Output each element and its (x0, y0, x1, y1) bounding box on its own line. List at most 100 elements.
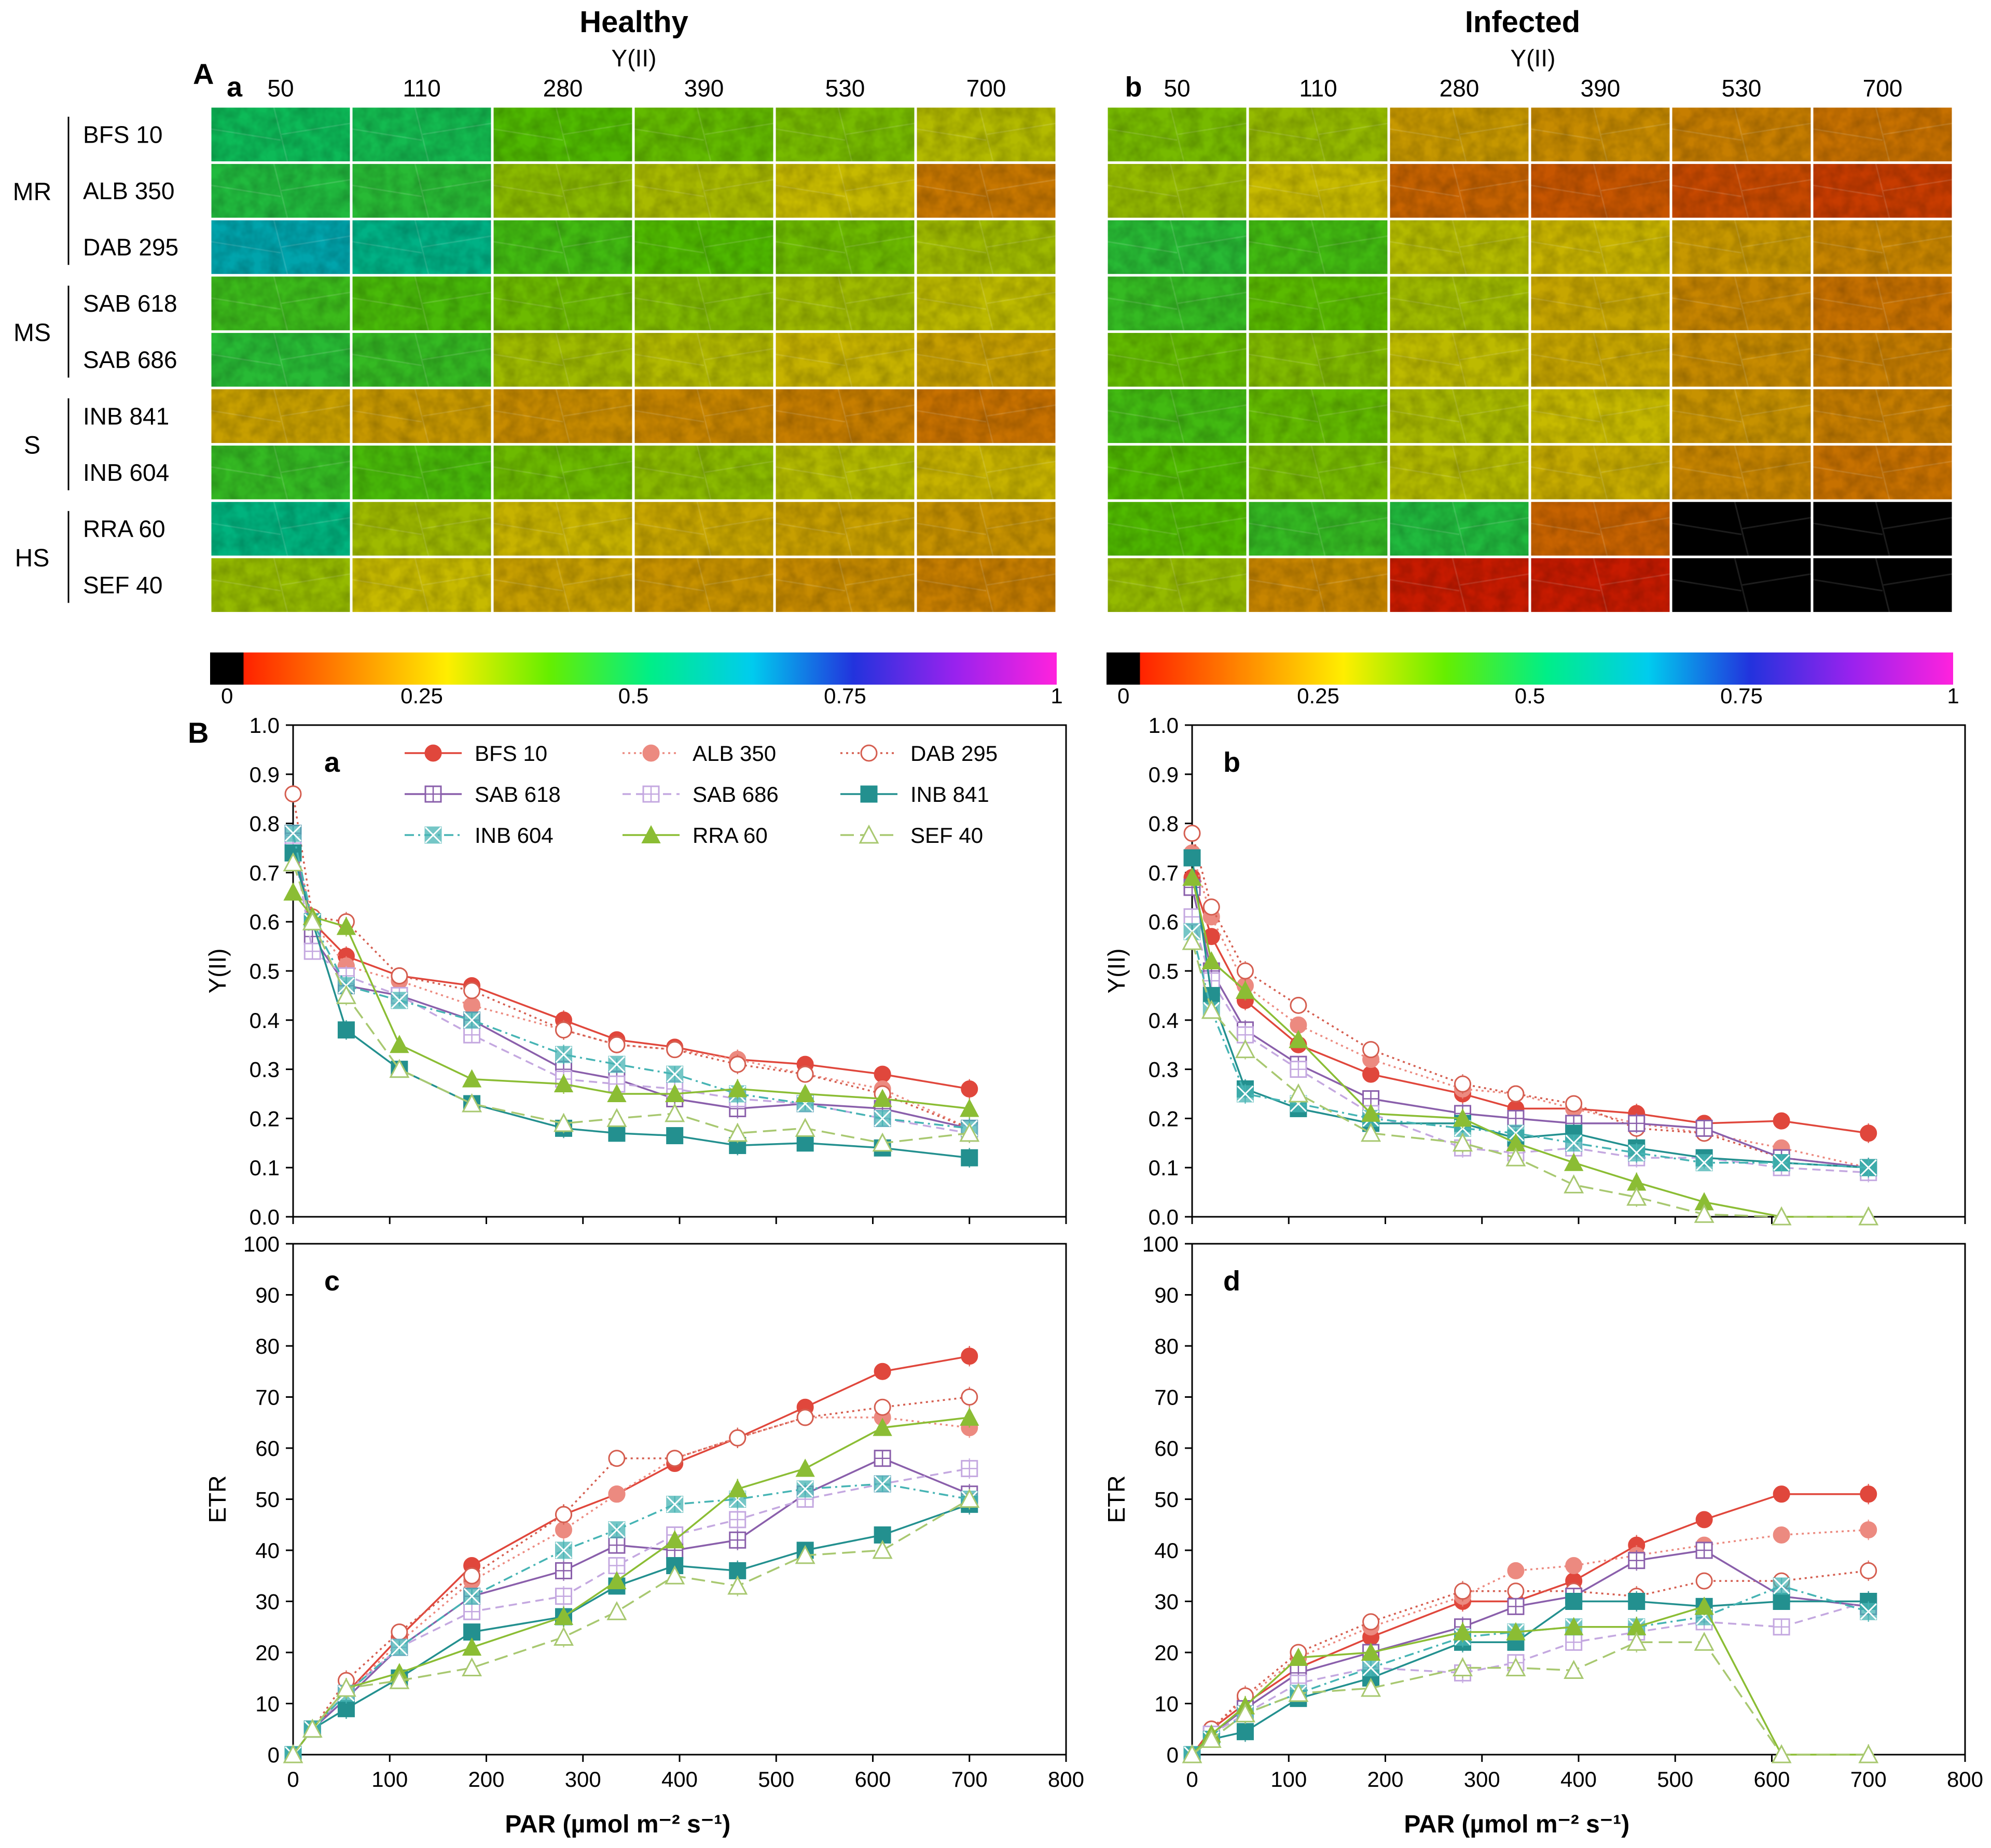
marker-x (1860, 1159, 1877, 1176)
marker-triangle-open (389, 1059, 410, 1078)
y-tick-label: 60 (1154, 1436, 1179, 1461)
marker-circle-open (1362, 1041, 1380, 1059)
x-tick-label: 600 (1753, 1767, 1790, 1791)
leaf-texture (210, 331, 351, 388)
y-axis-label: Y(II) (204, 949, 231, 994)
healthy-colorbar-tick: 0.25 (400, 684, 443, 708)
par-header-healthy: 110 (403, 75, 440, 102)
marker-cross (464, 1027, 480, 1043)
series-line (1191, 941, 1869, 1218)
leaf-texture (916, 162, 1057, 219)
marker-circle (1773, 1112, 1790, 1130)
marker-square (1236, 1723, 1254, 1741)
infected-sublabel: b (1125, 72, 1142, 103)
y-tick-label: 0 (268, 1743, 280, 1767)
leaf-texture (1248, 275, 1389, 332)
leaf-texture (492, 388, 633, 444)
y-tick-label: 0.8 (250, 812, 280, 836)
marker-circle-open (796, 1409, 814, 1426)
leaf-texture (492, 219, 633, 275)
x-tick-label: 400 (1560, 1767, 1597, 1791)
y-tick-label: 80 (255, 1334, 280, 1358)
marker-circle (1565, 1557, 1583, 1575)
par-header-healthy: 390 (684, 75, 724, 102)
series-dab-295 (1183, 825, 1877, 1178)
y-tick-label: 0.2 (1149, 1106, 1179, 1131)
leaf-texture (916, 275, 1057, 332)
marker-cross (875, 1450, 891, 1466)
legend-item: RRA 60 (623, 823, 768, 847)
leaf-texture (1389, 388, 1530, 444)
y-tick-label: 30 (1154, 1590, 1179, 1614)
genotype-row-label: SAB 686 (83, 346, 177, 373)
marker-circle-open (1507, 1085, 1525, 1103)
marker-x (608, 1521, 626, 1538)
series-inb-841 (284, 1494, 978, 1763)
marker-triangle (462, 1637, 482, 1656)
leaf-texture (1389, 444, 1530, 501)
infected-yii-label: Y(II) (1511, 45, 1556, 72)
y-tick-label: 20 (255, 1641, 280, 1665)
marker-square (1628, 1593, 1646, 1610)
leaf-texture (1389, 557, 1530, 614)
marker-triangle (336, 916, 356, 935)
leaf-texture (210, 275, 351, 332)
par-header-infected: 110 (1299, 75, 1337, 102)
legend-label: DAB 295 (910, 741, 998, 766)
y-tick-label: 0.7 (250, 860, 280, 885)
marker-cross (1566, 1634, 1582, 1650)
series-sab-686 (284, 1458, 978, 1763)
marker-circle-open (463, 982, 481, 999)
y-tick-label: 100 (243, 1232, 280, 1256)
panel-sublabel: a (324, 747, 340, 778)
marker-circle-open (391, 1623, 408, 1641)
marker-triangle-open (1694, 1632, 1715, 1651)
marker-circle (608, 1485, 626, 1503)
leaf-texture (1530, 162, 1671, 219)
marker-triangle-open (1771, 1744, 1792, 1763)
y-tick-label: 0.3 (1149, 1058, 1179, 1082)
infected-colorbar-tick: 0.5 (1515, 684, 1545, 708)
marker-triangle-open (1626, 1632, 1647, 1651)
healthy-colorbar-tick: 0 (221, 684, 233, 708)
marker-triangle (462, 1069, 482, 1088)
legend-label: SAB 686 (693, 782, 779, 807)
series-line (1191, 833, 1869, 1169)
marker-circle-open (608, 1036, 626, 1053)
legend-item: INB 604 (405, 823, 554, 847)
leaf-texture (210, 444, 351, 501)
x-tick-label: 800 (1048, 1767, 1084, 1791)
marker-triangle (960, 1099, 979, 1117)
marker-cross (609, 1537, 625, 1553)
marker-cross (1628, 1115, 1644, 1131)
marker-triangle-open (795, 1118, 815, 1137)
x-tick-label: 200 (468, 1767, 504, 1791)
series-line (1191, 1569, 1869, 1756)
marker-cross (1508, 1110, 1524, 1127)
y-tick-label: 30 (255, 1590, 280, 1614)
marker-triangle-open (1288, 1083, 1309, 1103)
series-line (292, 1416, 970, 1756)
marker-triangle (1564, 1617, 1584, 1635)
leaf-texture (1671, 162, 1812, 219)
marker-circle (1860, 1521, 1877, 1539)
marker-x (608, 1056, 626, 1073)
marker-circle-open (1454, 1582, 1471, 1600)
legend-label: INB 841 (910, 782, 989, 807)
marker-triangle-open (462, 1657, 482, 1677)
series-sab-618 (1183, 1541, 1877, 1763)
leaf-texture (633, 444, 775, 501)
marker-triangle-open (1858, 1744, 1879, 1763)
series-inb-604 (1183, 1577, 1877, 1763)
marker-triangle-open (872, 1539, 893, 1559)
marker-triangle (641, 825, 661, 843)
legend-label: INB 604 (475, 823, 554, 847)
panel-b-label: B (188, 716, 209, 749)
leaf-texture (1530, 219, 1671, 275)
legend-item: DAB 295 (840, 741, 998, 766)
leaf-texture (1107, 444, 1248, 501)
x-tick-label: 300 (565, 1767, 601, 1791)
leaf-texture (1530, 388, 1671, 444)
marker-triangle-open (727, 1122, 748, 1142)
